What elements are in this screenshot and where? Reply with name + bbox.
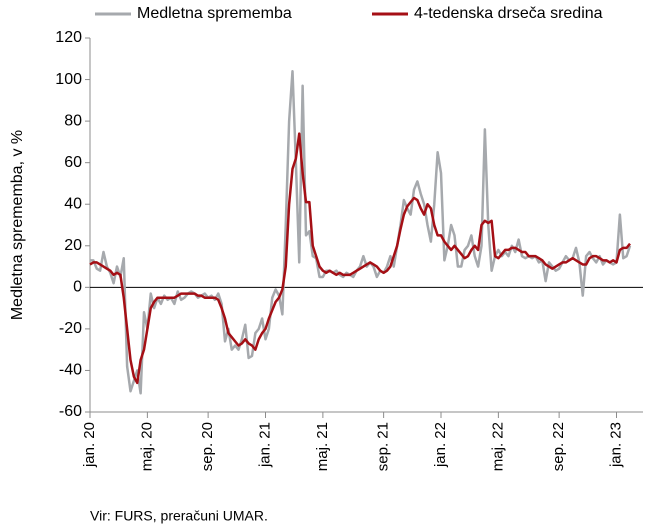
y-tick-label: -40	[59, 362, 82, 379]
series-line	[89, 132, 631, 385]
series-line	[90, 69, 632, 395]
y-tick-label: 0	[73, 279, 82, 296]
source-note: Vir: FURS, preračuni UMAR.	[90, 508, 268, 524]
y-tick-label: -60	[59, 403, 82, 420]
legend-label: 4-tedenska drseča sredina	[414, 5, 603, 22]
x-tick-label: sep. 21	[375, 422, 392, 471]
y-tick-label: 100	[55, 71, 82, 88]
y-tick-label: 20	[64, 237, 82, 254]
x-tick-label: jan. 21	[256, 422, 273, 468]
x-tick-label: maj. 21	[314, 422, 331, 471]
x-tick-label: jan. 20	[81, 422, 98, 468]
x-tick-label: sep. 22	[550, 422, 567, 471]
x-tick-label: jan. 23	[607, 422, 624, 468]
y-tick-label: 40	[64, 195, 82, 212]
y-axis-label: Medletna sprememba, v %	[9, 130, 26, 320]
legend-label: Medletna sprememba	[137, 5, 292, 22]
y-tick-label: 60	[64, 154, 82, 171]
y-tick-label: 120	[55, 29, 82, 46]
x-tick-label: maj. 20	[138, 422, 155, 471]
x-tick-label: maj. 22	[489, 422, 506, 471]
y-tick-label: -20	[59, 320, 82, 337]
y-tick-label: 80	[64, 112, 82, 129]
x-tick-label: jan. 22	[432, 422, 449, 468]
x-tick-label: sep. 20	[199, 422, 216, 471]
